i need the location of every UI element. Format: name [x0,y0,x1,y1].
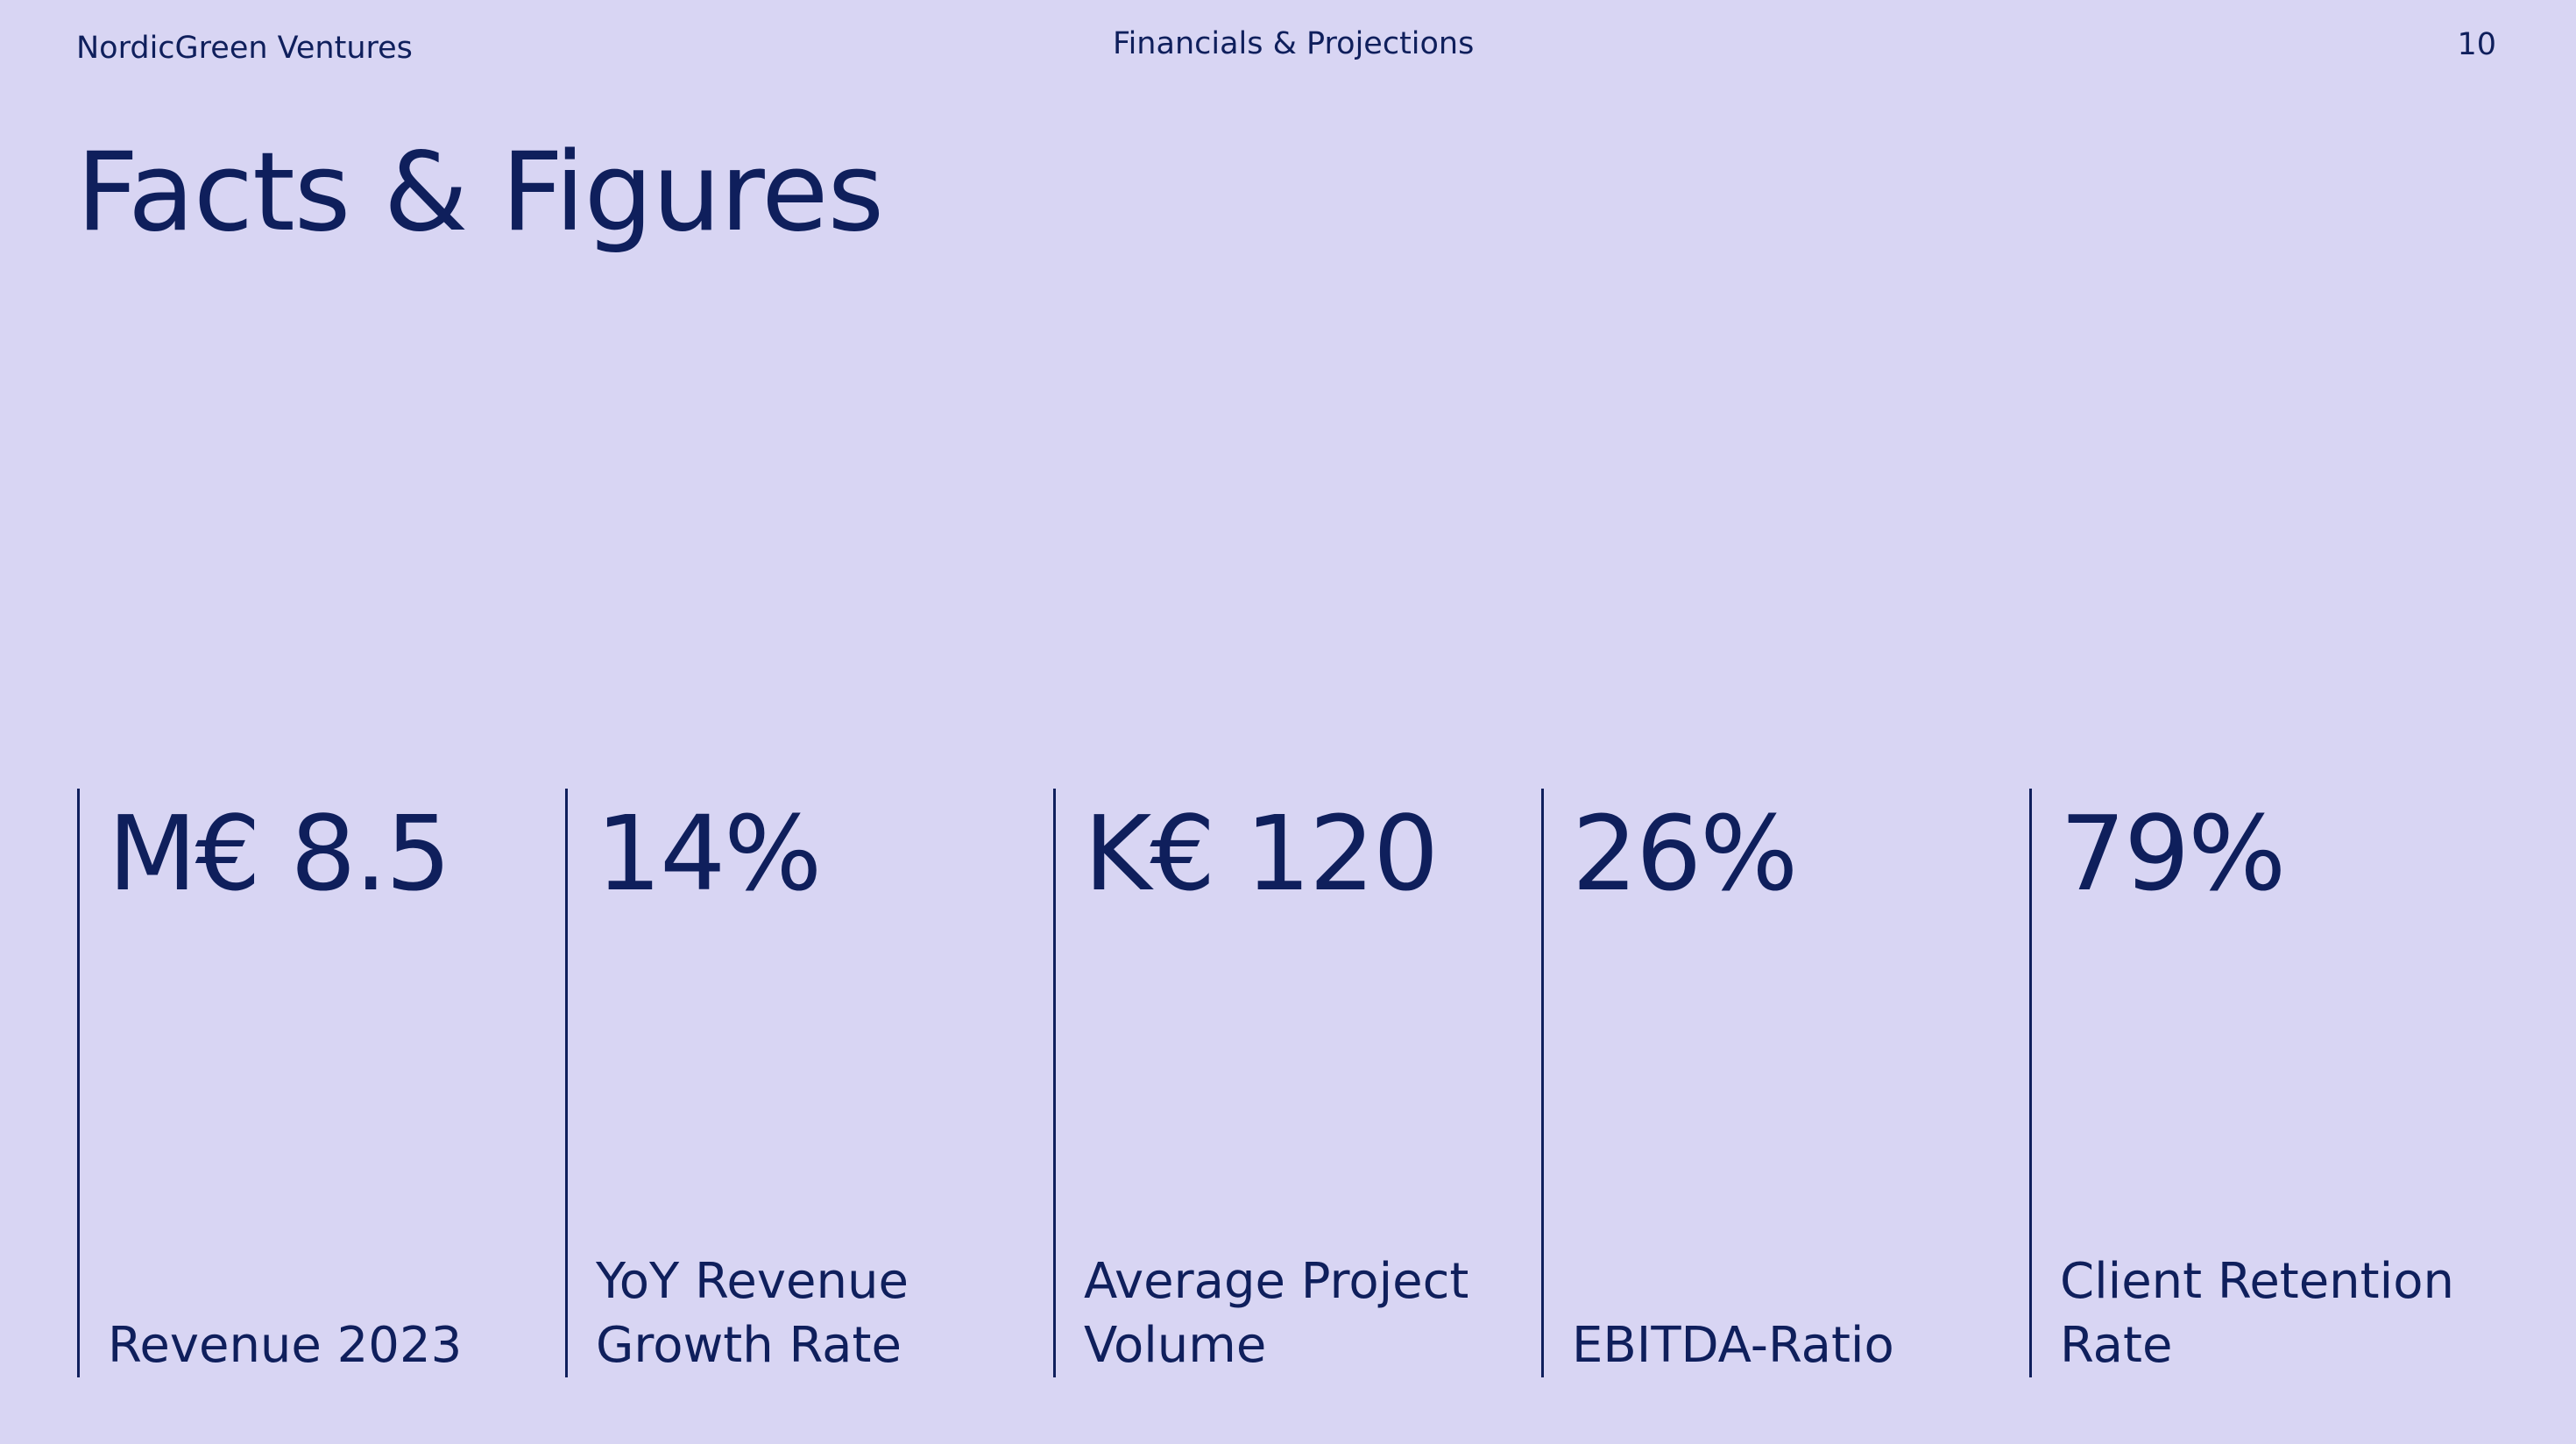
kpi-label: EBITDA-Ratio [1572,1317,1894,1374]
page-number: 10 [2457,27,2496,62]
kpi-card-ebitda: 26% EBITDA-Ratio [1541,789,2004,1377]
kpi-card-retention: 79% Client Retention Rate [2029,789,2492,1377]
page-title: Facts & Figures [76,130,884,256]
kpi-card-project-volume: K€ 120 Average Project Volume [1053,789,1516,1377]
kpi-value: 26% [1572,793,1798,914]
company-name: NordicGreen Ventures [76,31,413,66]
kpi-card-growth-rate: 14% YoY Revenue Growth Rate [565,789,1028,1377]
kpi-label: Client Retention Rate [2060,1253,2454,1374]
kpi-value: K€ 120 [1084,793,1439,914]
kpi-label: YoY Revenue Growth Rate [596,1253,909,1374]
kpi-label: Revenue 2023 [108,1317,463,1374]
section-title: Financials & Projections [1113,26,1475,61]
kpi-value: 14% [596,793,822,914]
kpi-value: 79% [2060,793,2286,914]
kpi-card-revenue: M€ 8.5 Revenue 2023 [77,789,540,1377]
kpi-value: M€ 8.5 [108,793,451,914]
kpi-label: Average Project Volume [1084,1253,1469,1374]
